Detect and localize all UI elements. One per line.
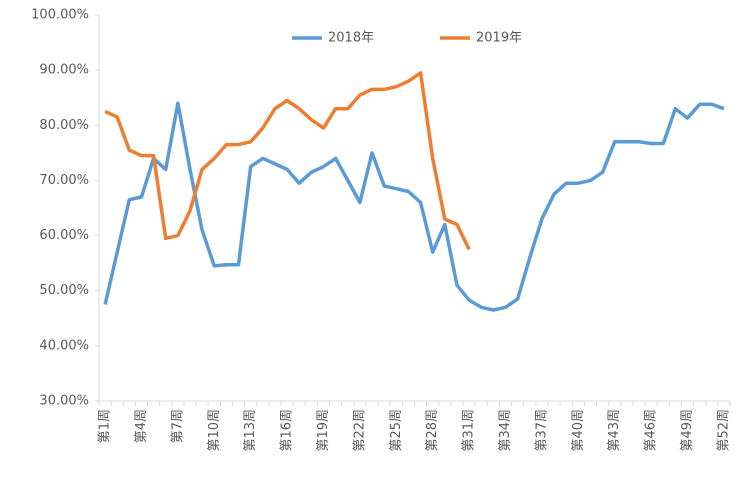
- x-tick-label: 第13周: [243, 409, 258, 452]
- x-tick-label: 第7周: [170, 409, 185, 443]
- y-tick-label: 50.00%: [39, 283, 89, 298]
- x-tick-label: 第10周: [207, 409, 222, 452]
- y-tick-label: 80.00%: [39, 118, 89, 133]
- y-tick-label: 70.00%: [39, 173, 89, 188]
- x-tick-label: 第22周: [352, 409, 367, 452]
- x-tick-label: 第52周: [716, 409, 731, 452]
- x-tick-label: 第28周: [425, 409, 440, 452]
- x-tick-label: 第16周: [280, 409, 295, 452]
- legend-label: 2019年: [476, 31, 522, 46]
- x-tick-label: 第31周: [462, 409, 477, 452]
- x-tick-label: 第4周: [134, 409, 149, 443]
- legend-label: 2018年: [328, 31, 374, 46]
- x-tick-label: 第25周: [389, 409, 404, 452]
- x-tick-label: 第46周: [644, 409, 659, 452]
- y-tick-label: 60.00%: [39, 228, 89, 243]
- x-tick-label: 第43周: [607, 409, 622, 452]
- y-tick-label: 30.00%: [39, 394, 89, 409]
- line-series: [103, 101, 725, 312]
- y-tick-label: 90.00%: [39, 63, 89, 78]
- x-tick-label: 第19周: [316, 409, 331, 452]
- y-tick-label: 100.00%: [31, 8, 89, 23]
- x-tick-label: 第34周: [498, 409, 513, 452]
- x-tick-label: 第1周: [98, 409, 113, 443]
- line-series: [104, 71, 471, 251]
- x-tick-label: 第40周: [571, 409, 586, 452]
- x-tick-label: 第37周: [534, 409, 549, 452]
- y-tick-label: 40.00%: [39, 338, 89, 353]
- x-tick-label: 第49周: [680, 409, 695, 452]
